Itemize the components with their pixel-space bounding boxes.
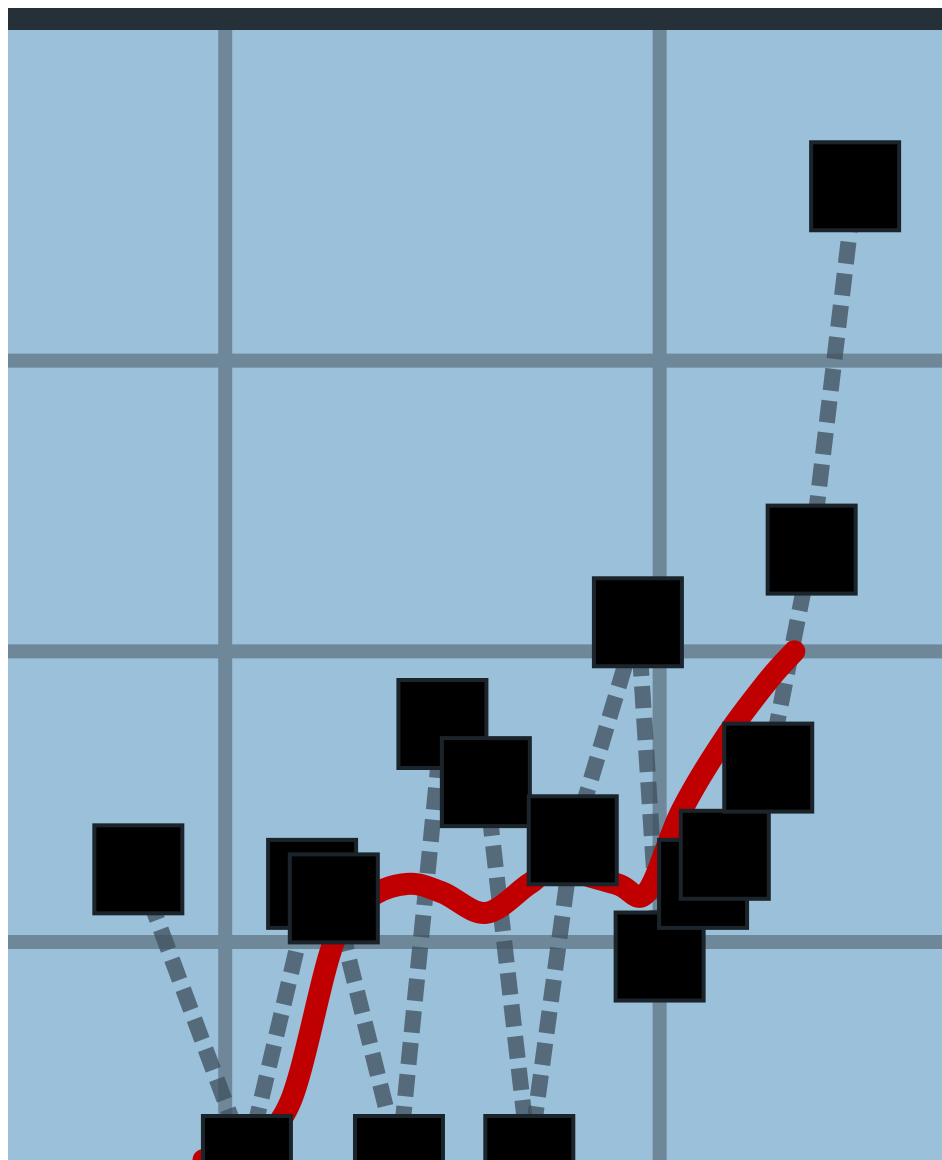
marker-connector [629, 621, 668, 958]
trend-line [192, 640, 806, 1160]
marker-connector [521, 839, 581, 1160]
data-point-marker [809, 140, 902, 233]
data-point-marker [722, 721, 815, 814]
marker-connector [803, 185, 864, 551]
data-point-marker [92, 823, 185, 916]
data-point-marker [591, 576, 684, 669]
data-point-marker [439, 736, 532, 829]
trend-line-layer [192, 640, 806, 1160]
data-point-marker [526, 794, 619, 887]
data-point-marker [352, 1114, 445, 1160]
marker-connector [391, 723, 451, 1160]
frame-layer [8, 8, 942, 30]
data-point-marker [765, 503, 858, 596]
data-point-marker [678, 808, 771, 901]
data-point-marker [200, 1114, 293, 1160]
data-point-marker [287, 852, 380, 945]
marker-connector [130, 866, 255, 1160]
marker-layer [92, 140, 902, 1160]
data-point-marker [483, 1114, 576, 1160]
plot-frame-top [8, 8, 942, 30]
